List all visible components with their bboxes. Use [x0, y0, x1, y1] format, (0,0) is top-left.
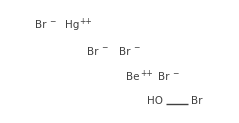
Text: ++: ++: [140, 69, 153, 78]
Text: Hg: Hg: [65, 20, 79, 30]
Text: −: −: [133, 43, 139, 52]
Text: Br: Br: [158, 72, 169, 82]
Text: HO: HO: [147, 96, 163, 106]
Text: −: −: [49, 17, 56, 26]
Text: −: −: [172, 69, 178, 78]
Text: Br: Br: [191, 96, 202, 106]
Text: −: −: [101, 43, 108, 52]
Text: Be: Be: [126, 72, 140, 82]
Text: Br: Br: [87, 46, 99, 57]
Text: Br: Br: [119, 46, 130, 57]
Text: Br: Br: [35, 20, 47, 30]
Text: ++: ++: [79, 17, 92, 26]
